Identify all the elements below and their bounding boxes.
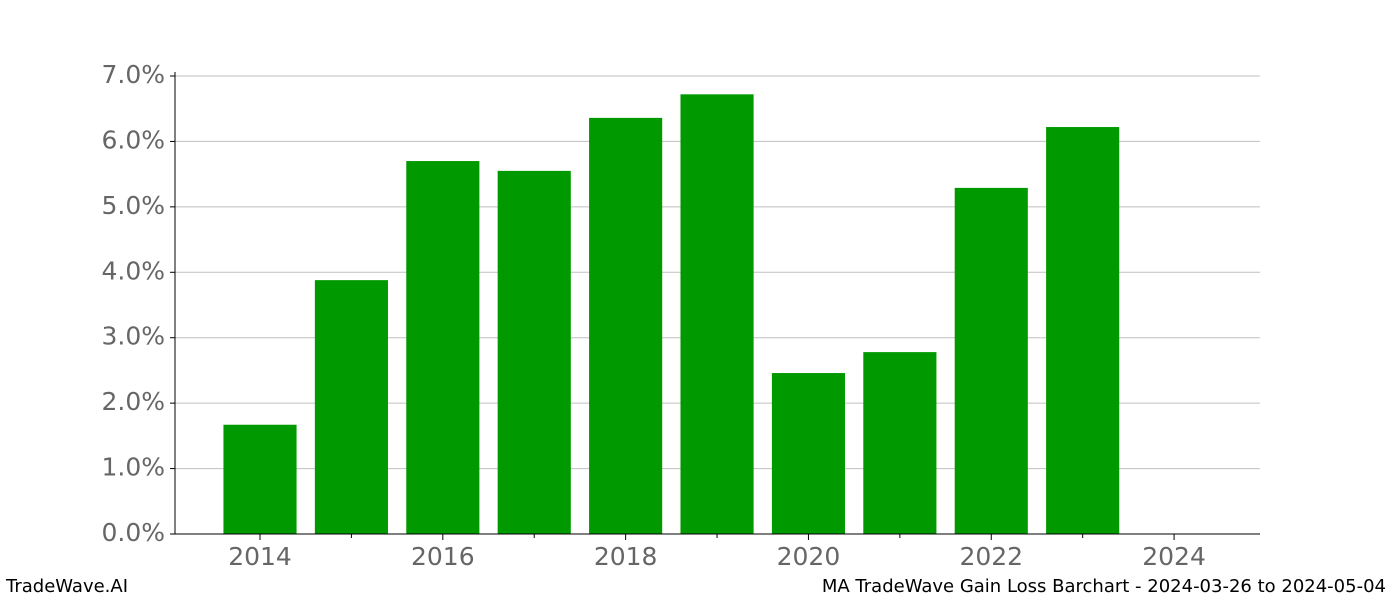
bar bbox=[771, 373, 846, 534]
bar bbox=[497, 170, 571, 534]
bar bbox=[223, 424, 297, 534]
bar bbox=[954, 187, 1028, 534]
chart-title: MA TradeWave Gain Loss Barchart - 2024-0… bbox=[822, 576, 1386, 597]
x-tick-label: 2018 bbox=[594, 542, 658, 571]
bar bbox=[863, 352, 937, 534]
bar bbox=[406, 161, 480, 535]
x-tick-label: 2020 bbox=[777, 542, 841, 571]
x-tick-label: 2016 bbox=[411, 542, 475, 571]
bar bbox=[589, 117, 663, 535]
brand: TradeWave.AI bbox=[5, 576, 128, 597]
bar bbox=[680, 94, 754, 534]
y-tick-label: 3.0% bbox=[101, 322, 165, 351]
y-tick-label: 2.0% bbox=[101, 387, 165, 416]
y-tick-label: 0.0% bbox=[101, 518, 165, 547]
y-tick-label: 4.0% bbox=[101, 256, 165, 285]
bar bbox=[314, 280, 388, 534]
x-tick-label: 2014 bbox=[228, 542, 292, 571]
y-tick-label: 6.0% bbox=[101, 125, 165, 154]
x-tick-label: 2024 bbox=[1142, 542, 1206, 571]
y-tick-label: 7.0% bbox=[101, 60, 165, 89]
y-tick-label: 1.0% bbox=[101, 453, 165, 482]
bar bbox=[1046, 127, 1120, 534]
x-tick-label: 2022 bbox=[959, 542, 1023, 571]
y-tick-label: 5.0% bbox=[101, 191, 165, 220]
